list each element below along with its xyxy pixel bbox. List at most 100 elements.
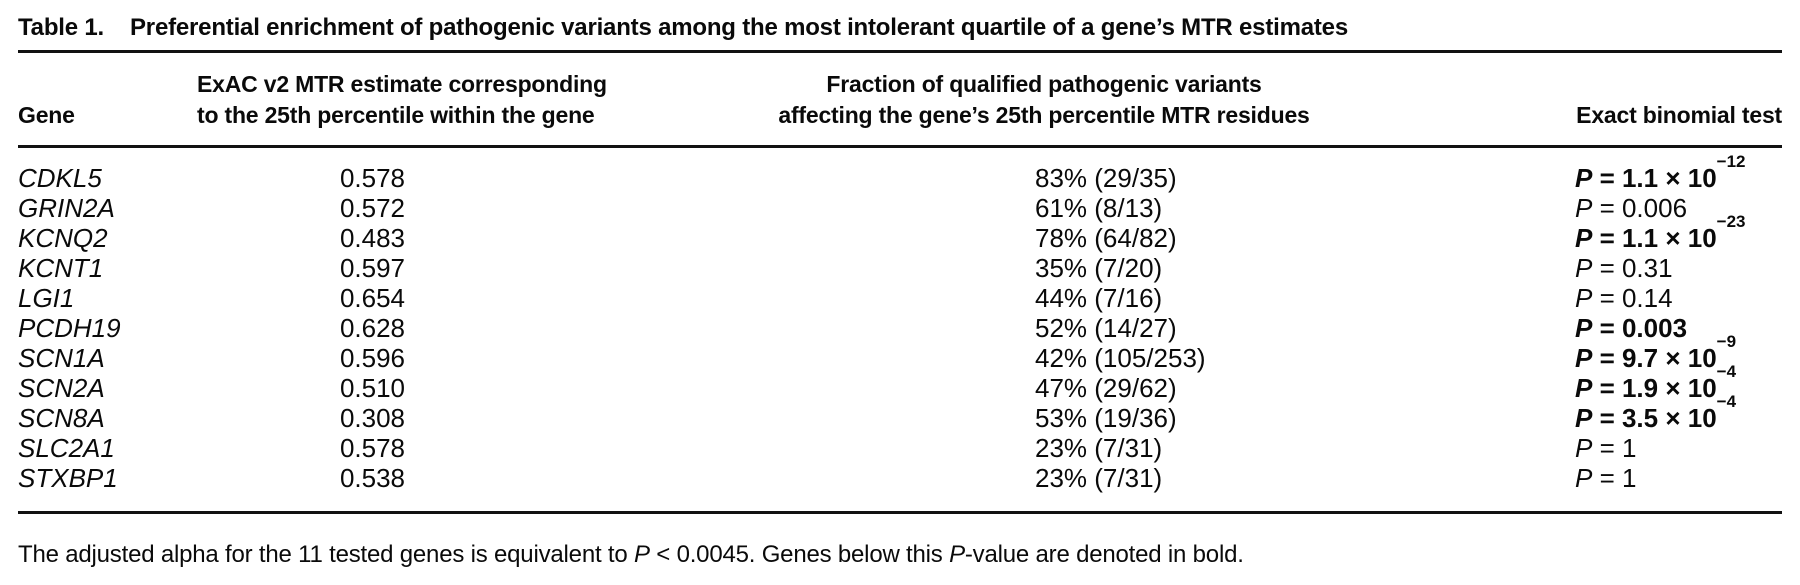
pvalue-cell: P = 0.31 <box>1540 253 1782 283</box>
footnote-p-symbol: P <box>949 541 965 568</box>
mtr-cell: 0.483 <box>339 223 406 253</box>
column-header-mtr-line1: ExAC v2 MTR estimate corresponding <box>197 71 607 97</box>
table-body: CDKL5 0.578 83% (29/35) P = 1.1 × 10−12 … <box>18 148 1782 511</box>
gene-cell: SCN8A <box>18 403 105 433</box>
fraction-cell: 61% (8/13) <box>1035 193 1163 223</box>
pvalue-symbol: P <box>1575 253 1593 283</box>
table-row: SCN8A 0.308 53% (19/36) P = 3.5 × 10−4 <box>18 393 1782 433</box>
table-row: GRIN2A 0.572 61% (8/13) P = 0.006 <box>18 193 1782 223</box>
pvalue-text: = 1 <box>1592 463 1637 493</box>
pvalue-cell: P = 3.5 × 10−4 <box>1540 393 1782 433</box>
fraction-cell: 23% (7/31) <box>1035 463 1163 493</box>
pvalue-symbol: P <box>1575 223 1593 253</box>
table-container: Table 1. Preferential enrichment of patho… <box>18 0 1782 570</box>
pvalue-symbol: P <box>1575 433 1593 463</box>
table-title-text: Preferential enrichment of pathogenic va… <box>130 14 1348 41</box>
pvalue-cell: P = 9.7 × 10−9 <box>1540 333 1782 373</box>
table-row: LGI1 0.654 44% (7/16) P = 0.14 <box>18 283 1782 313</box>
mtr-cell: 0.510 <box>339 373 406 403</box>
fraction-cell: 35% (7/20) <box>1035 253 1163 283</box>
pvalue-cell: P = 1.9 × 10−4 <box>1540 363 1782 403</box>
table-title-label: Table 1. <box>18 14 104 41</box>
gene-cell: PCDH19 <box>18 313 121 343</box>
mtr-cell: 0.572 <box>339 193 406 223</box>
table-row: SLC2A1 0.578 23% (7/31) P = 1 <box>18 433 1782 463</box>
pvalue-cell: P = 1 <box>1540 433 1782 463</box>
gene-cell: GRIN2A <box>18 193 115 223</box>
pvalue-exponent: −4 <box>1716 362 1737 382</box>
pvalue-cell: P = 1 <box>1540 463 1782 493</box>
pvalue-symbol: P <box>1575 163 1593 193</box>
fraction-cell: 83% (29/35) <box>1035 163 1177 193</box>
rule-top <box>18 50 1782 53</box>
gene-cell: CDKL5 <box>18 163 102 193</box>
pvalue-symbol: P <box>1575 193 1593 223</box>
table-row: STXBP1 0.538 23% (7/31) P = 1 <box>18 463 1782 493</box>
footnote-text: The adjusted alpha for the 11 tested gen… <box>18 541 634 568</box>
table-row: KCNT1 0.597 35% (7/20) P = 0.31 <box>18 253 1782 283</box>
mtr-cell: 0.538 <box>339 463 406 493</box>
gene-cell: SCN1A <box>18 343 105 373</box>
pvalue-text: = 0.003 <box>1592 313 1688 343</box>
pvalue-cell: P = 0.006 <box>1540 193 1782 223</box>
footnote-p-symbol: P <box>634 541 650 568</box>
column-header-binomial-test: Exact binomial test <box>1576 102 1782 128</box>
pvalue-exponent: −12 <box>1716 152 1746 172</box>
pvalue-text: = 1.1 × 10 <box>1592 223 1717 253</box>
pvalue-text: = 0.31 <box>1592 253 1673 283</box>
column-header-mtr-estimate: ExAC v2 MTR estimate corresponding to th… <box>197 69 607 131</box>
mtr-cell: 0.596 <box>339 343 406 373</box>
mtr-cell: 0.597 <box>339 253 406 283</box>
table-row: SCN1A 0.596 42% (105/253) P = 9.7 × 10−9 <box>18 333 1782 373</box>
mtr-cell: 0.308 <box>339 403 406 433</box>
column-header-mtr-line2: to the 25th percentile within the gene <box>197 102 595 128</box>
fraction-cell: 23% (7/31) <box>1035 433 1163 463</box>
pvalue-exponent: −9 <box>1716 332 1737 352</box>
pvalue-symbol: P <box>1575 313 1593 343</box>
pvalue-text: = 3.5 × 10 <box>1592 403 1717 433</box>
pvalue-symbol: P <box>1575 283 1593 313</box>
pvalue-text: = 9.7 × 10 <box>1592 343 1717 373</box>
pvalue-symbol: P <box>1575 403 1593 433</box>
pvalue-cell: P = 0.14 <box>1540 283 1782 313</box>
rule-header-bottom <box>18 145 1782 148</box>
gene-cell: SLC2A1 <box>18 433 115 463</box>
table-title: Table 1. Preferential enrichment of patho… <box>18 0 1782 44</box>
mtr-cell: 0.628 <box>339 313 406 343</box>
mtr-cell: 0.578 <box>339 433 406 463</box>
pvalue-text: = 1.9 × 10 <box>1592 373 1717 403</box>
table-header-row: Gene ExAC v2 MTR estimate corresponding … <box>18 53 1782 145</box>
pvalue-cell: P = 1.1 × 10−23 <box>1540 213 1782 253</box>
pvalue-exponent: −23 <box>1716 212 1746 232</box>
pvalue-symbol: P <box>1575 343 1593 373</box>
pvalue-symbol: P <box>1575 463 1593 493</box>
pvalue-cell: P = 1.1 × 10−12 <box>1540 153 1782 193</box>
column-header-fraction-line1: Fraction of qualified pathogenic variant… <box>826 71 1262 97</box>
gene-cell: KCNT1 <box>18 253 104 283</box>
table-row: KCNQ2 0.483 78% (64/82) P = 1.1 × 10−23 <box>18 213 1782 253</box>
table-row: CDKL5 0.578 83% (29/35) P = 1.1 × 10−12 <box>18 153 1782 193</box>
column-header-fraction-line2: affecting the gene’s 25th percentile MTR… <box>778 102 1310 128</box>
table-footnote: The adjusted alpha for the 11 tested gen… <box>18 540 1782 570</box>
pvalue-symbol: P <box>1575 373 1593 403</box>
fraction-cell: 53% (19/36) <box>1035 403 1177 433</box>
column-header-fraction: Fraction of qualified pathogenic variant… <box>548 69 1540 131</box>
gene-cell: SCN2A <box>18 373 105 403</box>
rule-bottom <box>18 511 1782 514</box>
gene-cell: STXBP1 <box>18 463 118 493</box>
fraction-cell: 44% (7/16) <box>1035 283 1163 313</box>
pvalue-cell: P = 0.003 <box>1540 313 1782 343</box>
gene-cell: KCNQ2 <box>18 223 108 253</box>
column-header-gene: Gene <box>18 102 75 128</box>
mtr-cell: 0.654 <box>339 283 406 313</box>
table-row: SCN2A 0.510 47% (29/62) P = 1.9 × 10−4 <box>18 363 1782 403</box>
fraction-cell: 47% (29/62) <box>1035 373 1177 403</box>
table-row: PCDH19 0.628 52% (14/27) P = 0.003 <box>18 313 1782 343</box>
fraction-cell: 52% (14/27) <box>1035 313 1177 343</box>
pvalue-text: = 0.006 <box>1592 193 1688 223</box>
mtr-cell: 0.578 <box>339 163 406 193</box>
pvalue-text: = 1.1 × 10 <box>1592 163 1717 193</box>
fraction-cell: 42% (105/253) <box>1035 343 1206 373</box>
footnote-text: -value are denoted in bold. <box>964 541 1244 568</box>
